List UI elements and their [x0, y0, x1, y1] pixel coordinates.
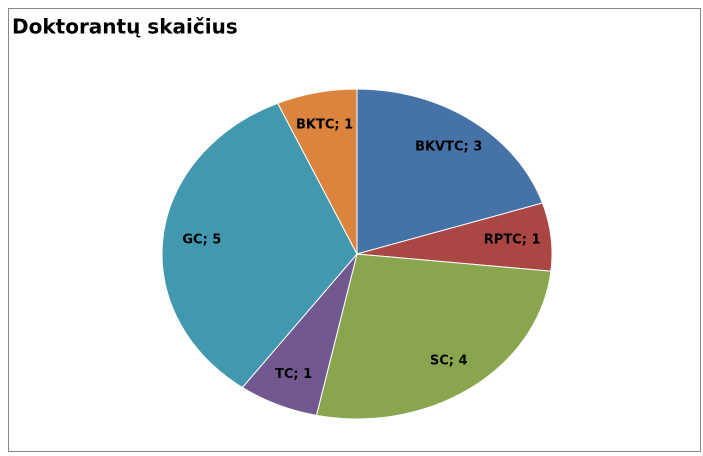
pie-slice	[161, 102, 358, 389]
chart-title: Doktorantų skaičius	[12, 15, 238, 39]
data-label: TC; 1	[275, 367, 312, 382]
pie-slice	[315, 253, 552, 420]
data-label: SC; 4	[430, 353, 468, 368]
data-label: BKVTC; 3	[415, 140, 482, 155]
pie-slice	[276, 88, 358, 255]
data-label: GC; 5	[182, 233, 221, 248]
data-label: RPTC; 1	[484, 233, 541, 248]
pie-slice	[356, 88, 544, 255]
data-label: BKTC; 1	[296, 117, 353, 132]
